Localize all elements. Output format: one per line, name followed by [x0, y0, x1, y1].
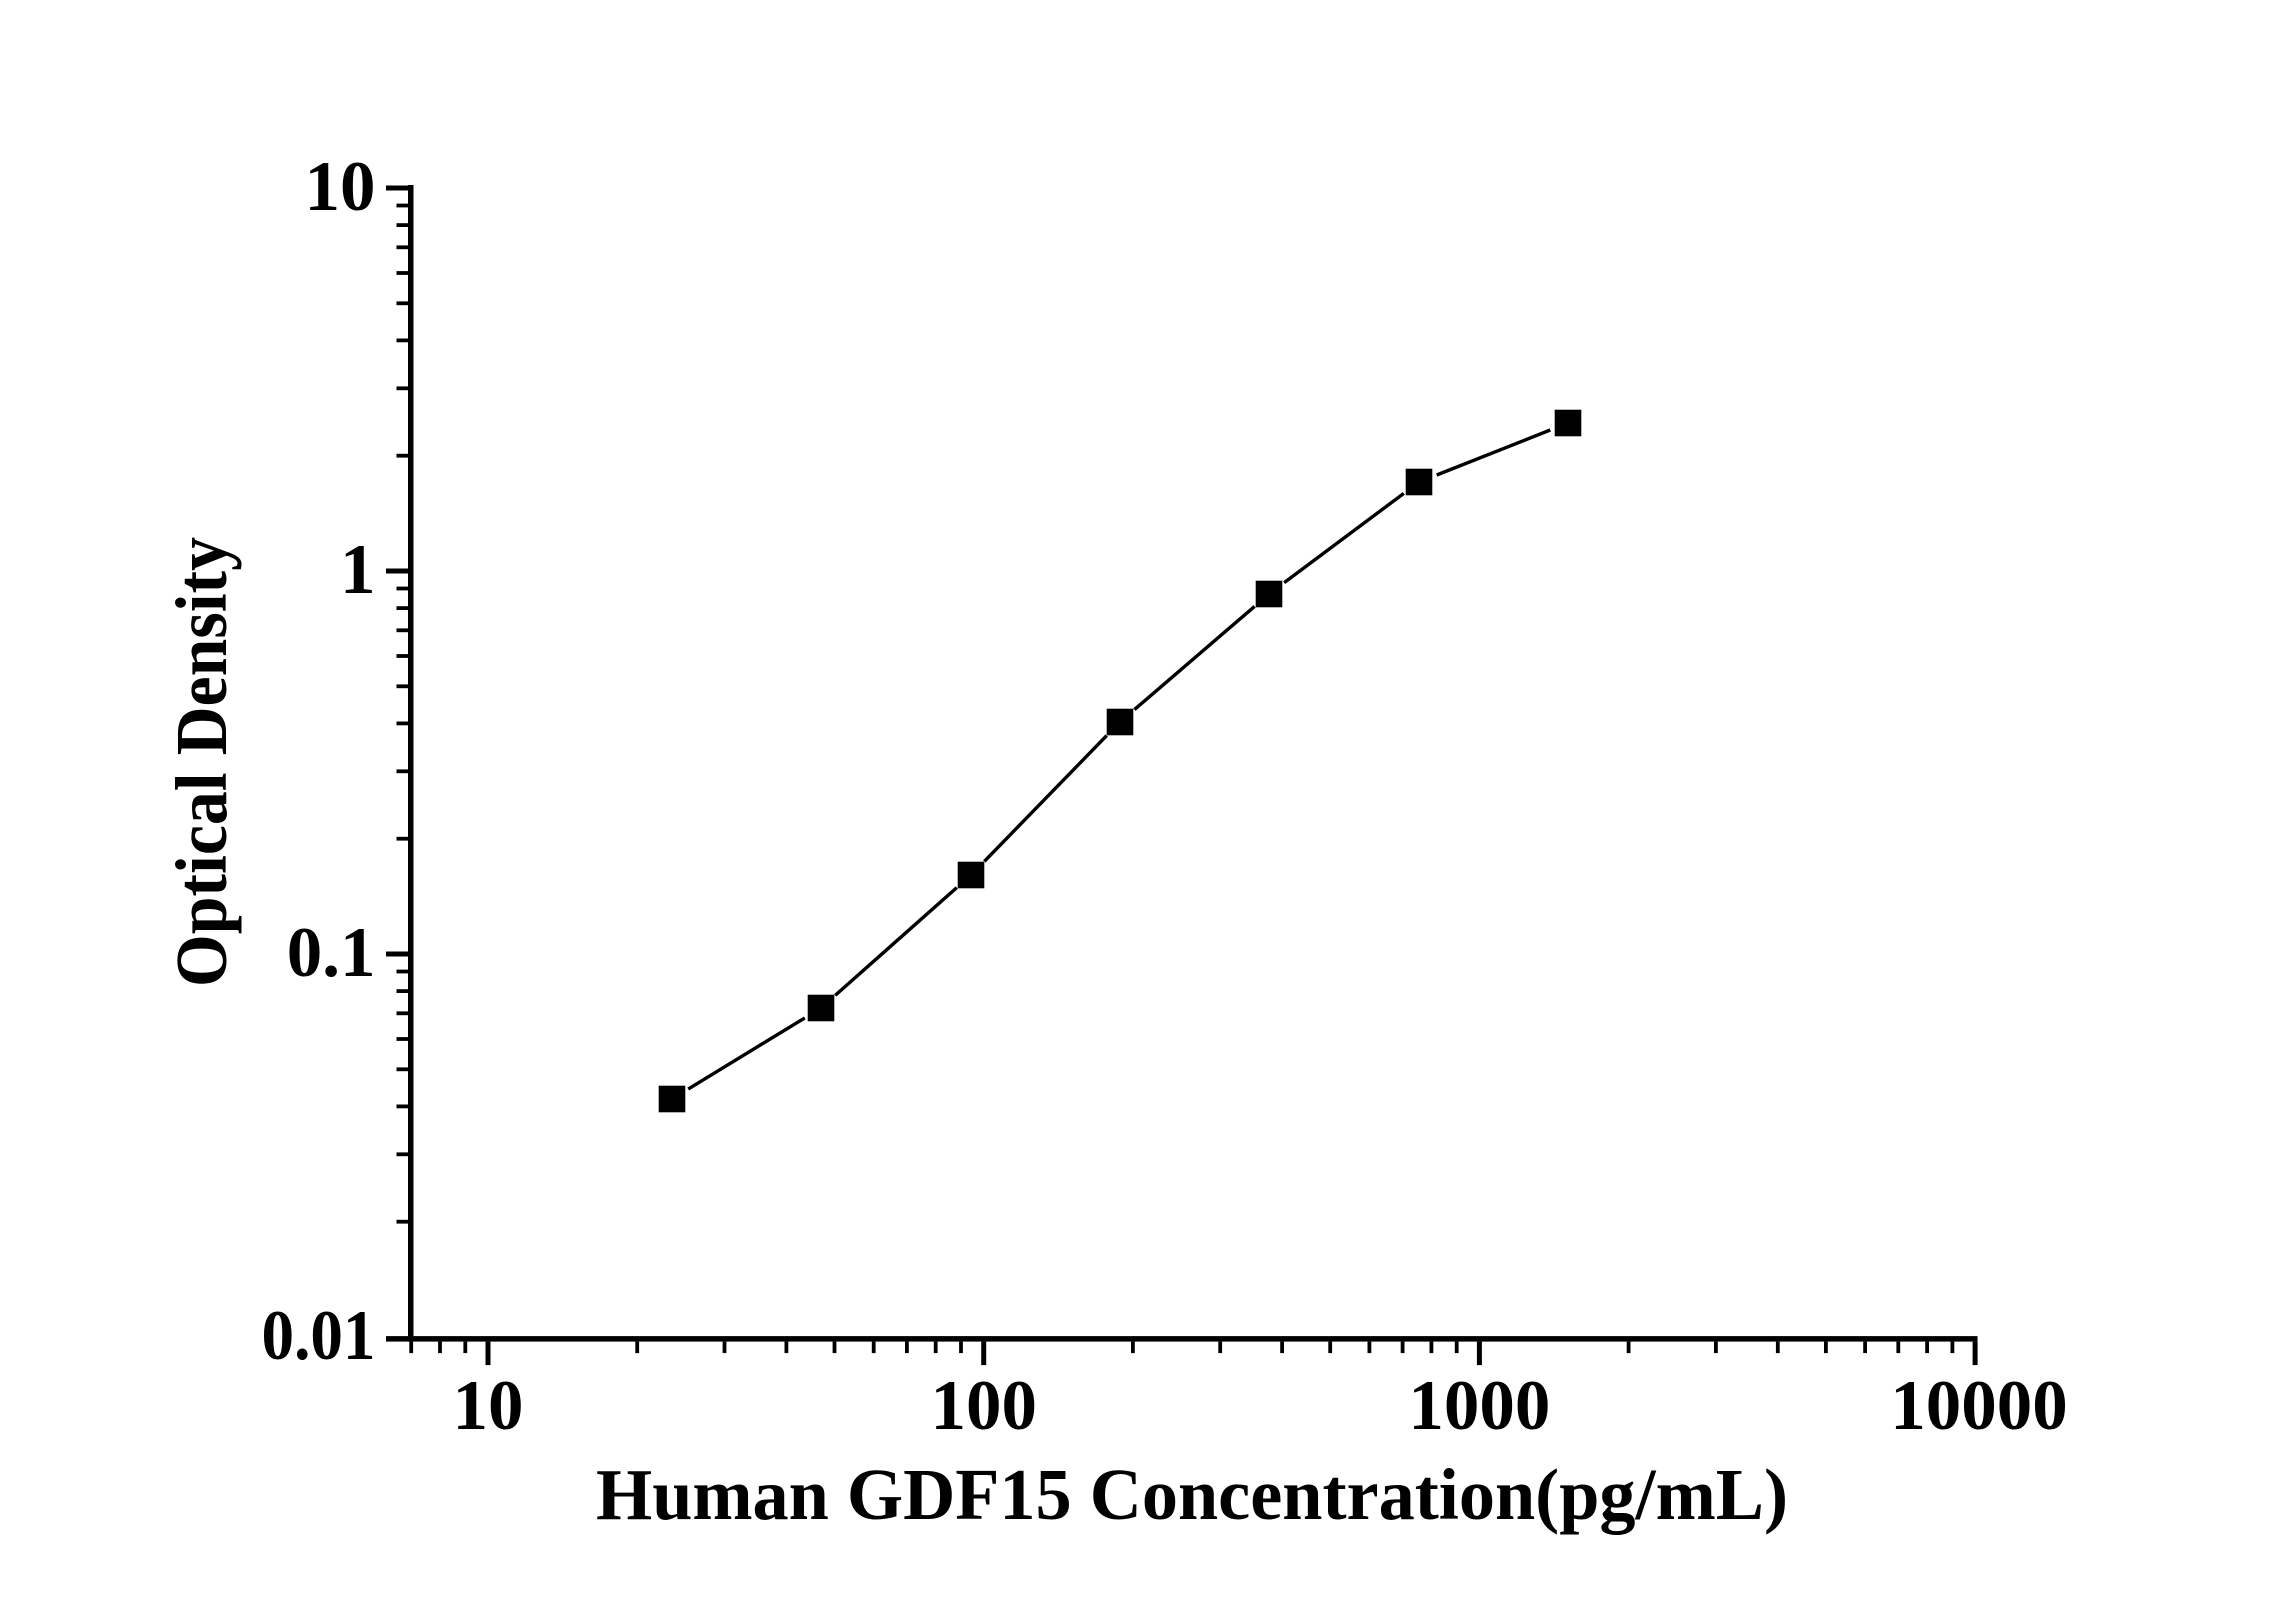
- svg-text:Optical Density: Optical Density: [161, 537, 242, 987]
- svg-text:100: 100: [930, 1367, 1037, 1445]
- svg-text:10000: 10000: [1890, 1367, 2068, 1445]
- svg-text:1000: 1000: [1408, 1367, 1550, 1445]
- svg-text:0.01: 0.01: [262, 1297, 376, 1375]
- svg-text:Human GDF15 Concentration(pg/m: Human GDF15 Concentration(pg/mL): [596, 1454, 1788, 1535]
- svg-text:10: 10: [305, 148, 376, 226]
- svg-text:0.1: 0.1: [287, 914, 376, 992]
- svg-text:1: 1: [340, 531, 376, 609]
- svg-text:10: 10: [453, 1367, 524, 1445]
